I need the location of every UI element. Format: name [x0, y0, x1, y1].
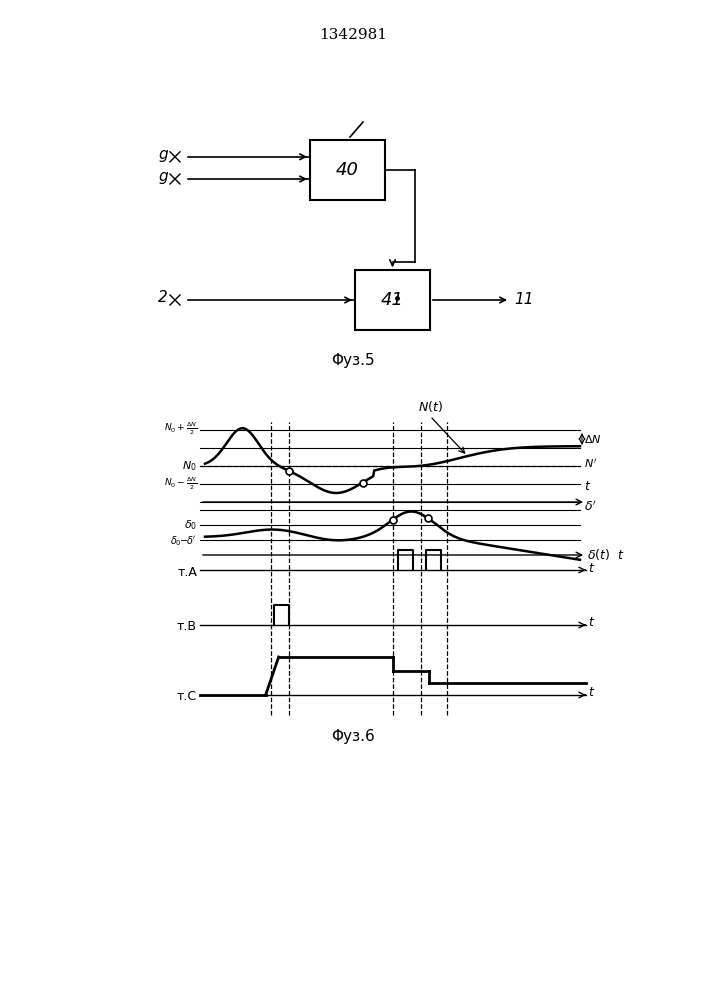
Bar	[310, 140, 385, 200]
Text: т.В: т.В	[177, 620, 197, 634]
Text: t: t	[588, 686, 593, 700]
Text: t: t	[588, 616, 593, 630]
Text: $N_0+\frac{\Delta N}{2}$: $N_0+\frac{\Delta N}{2}$	[164, 421, 197, 437]
Text: 40: 40	[336, 161, 359, 179]
Text: 11: 11	[514, 292, 534, 306]
Text: Φуз.5: Φуз.5	[331, 353, 375, 367]
Text: g: g	[158, 169, 168, 184]
Text: 1342981: 1342981	[319, 28, 387, 42]
Text: т.С: т.С	[177, 690, 197, 704]
Text: т.А: т.А	[177, 566, 197, 578]
Text: $\delta(t)\ \ t$: $\delta(t)\ \ t$	[587, 546, 625, 562]
Bar	[355, 270, 430, 330]
Text: $N_0-\frac{\Delta N}{2}$: $N_0-\frac{\Delta N}{2}$	[164, 476, 197, 492]
Text: $\delta_0$: $\delta_0$	[184, 518, 197, 532]
Text: $N'$: $N'$	[584, 456, 597, 470]
Text: $N_0$: $N_0$	[182, 459, 197, 473]
Text: g: g	[158, 147, 168, 162]
Text: 2: 2	[158, 290, 168, 306]
Text: $\delta'$: $\delta'$	[584, 500, 597, 514]
Text: 41: 41	[381, 291, 404, 309]
Text: $\Delta N$: $\Delta N$	[584, 433, 602, 445]
Text: $N(t)$: $N(t)$	[418, 399, 443, 414]
Text: t: t	[588, 562, 593, 574]
Text: $\delta_0\!\!-\!\!\delta'$: $\delta_0\!\!-\!\!\delta'$	[170, 534, 197, 548]
Text: t: t	[584, 480, 589, 492]
Text: Φуз.6: Φуз.6	[331, 730, 375, 744]
